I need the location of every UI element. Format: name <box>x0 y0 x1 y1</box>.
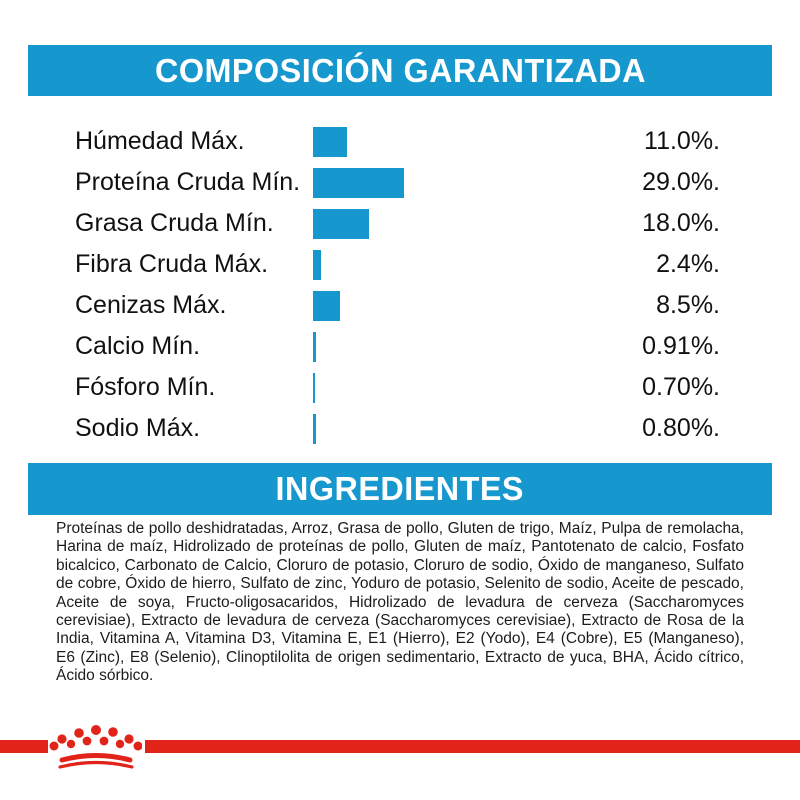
nutrient-row: Fósforo Mín. 0.70%. <box>0 367 800 408</box>
nutrient-bar <box>313 208 369 239</box>
nutrient-label: Cenizas Máx. <box>75 291 227 319</box>
nutrient-bar-cell <box>313 203 590 244</box>
red-stripe-left <box>0 740 48 753</box>
nutrient-label: Fibra Cruda Máx. <box>75 250 269 278</box>
nutrient-label: Grasa Cruda Mín. <box>75 209 274 237</box>
composition-chart: Húmedad Máx. 11.0%. Proteína Cruda Mín. … <box>0 121 800 449</box>
nutrient-label: Proteína Cruda Mín. <box>75 168 301 196</box>
nutrient-bar-cell <box>313 244 590 285</box>
nutrient-value: 0.70%. <box>642 373 720 401</box>
nutrient-bar <box>313 372 315 403</box>
nutrient-label: Sodio Máx. <box>75 414 201 442</box>
nutrient-bar <box>313 126 347 157</box>
nutrient-bar <box>313 413 316 444</box>
nutrient-bar-cell <box>313 285 590 326</box>
nutrient-row: Húmedad Máx. 11.0%. <box>0 121 800 162</box>
nutrient-bar-cell <box>313 367 590 408</box>
nutrient-value: 2.4%. <box>656 250 720 278</box>
nutrient-row: Grasa Cruda Mín. 18.0%. <box>0 203 800 244</box>
nutrient-label: Húmedad Máx. <box>75 127 245 155</box>
nutrient-value: 18.0%. <box>642 209 720 237</box>
ingredients-text: Proteínas de pollo deshidratadas, Arroz,… <box>56 520 744 685</box>
nutrient-value: 0.80%. <box>642 414 720 442</box>
nutrient-bar-cell <box>313 162 590 203</box>
nutrient-bar <box>313 249 321 280</box>
nutrient-bar-cell <box>313 326 590 367</box>
nutrient-row: Cenizas Máx. 8.5%. <box>0 285 800 326</box>
nutrient-bar <box>313 167 404 198</box>
nutrient-row: Calcio Mín. 0.91%. <box>0 326 800 367</box>
nutrient-value: 8.5%. <box>656 291 720 319</box>
composition-title: COMPOSICIÓN GARANTIZADA <box>154 51 646 89</box>
nutrient-label: Calcio Mín. <box>75 332 201 360</box>
nutrient-label: Fósforo Mín. <box>75 373 216 401</box>
red-stripe-right <box>145 740 800 753</box>
ingredients-header: INGREDIENTES <box>28 463 772 515</box>
nutrient-row: Fibra Cruda Máx. 2.4%. <box>0 244 800 285</box>
nutrient-bar-cell <box>313 408 590 449</box>
composition-header: COMPOSICIÓN GARANTIZADA <box>28 45 772 96</box>
nutrient-value: 11.0%. <box>644 127 720 155</box>
nutrient-row: Sodio Máx. 0.80%. <box>0 408 800 449</box>
ingredients-title: INGREDIENTES <box>275 470 525 507</box>
nutrient-row: Proteína Cruda Mín. 29.0%. <box>0 162 800 203</box>
nutrient-value: 0.91%. <box>642 332 720 360</box>
nutrient-bar <box>313 290 340 321</box>
nutrient-value: 29.0%. <box>642 168 720 196</box>
royal-canin-crown-logo <box>49 725 142 769</box>
nutrient-bar <box>313 331 316 362</box>
nutrient-bar-cell <box>313 121 590 162</box>
